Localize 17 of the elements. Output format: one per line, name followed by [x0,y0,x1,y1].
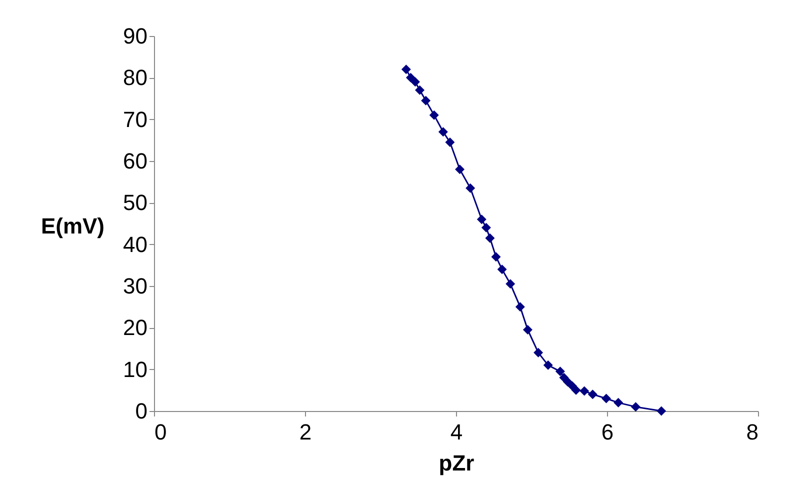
x-axis-title: pZr [438,450,475,476]
y-tick-label: 90 [123,24,148,48]
y-tick-label: 80 [123,65,148,90]
x-tick-label: 8 [746,420,758,444]
y-tick-label: 0 [135,398,148,424]
y-tick-label: 10 [123,356,148,382]
y-axis-title: E(mV) [40,214,104,238]
y-tick-label: 30 [123,274,148,298]
y-tick-label: 70 [123,106,148,132]
y-tick-label: 50 [123,190,148,216]
y-tick-label: 60 [123,148,148,174]
y-tick-label: 20 [123,315,148,340]
x-tick-label: 0 [154,420,167,444]
y-tick-label: 40 [123,232,148,257]
x-tick-label: 6 [601,420,614,444]
x-tick-label: 2 [299,420,312,444]
x-tick-label: 4 [450,420,463,444]
